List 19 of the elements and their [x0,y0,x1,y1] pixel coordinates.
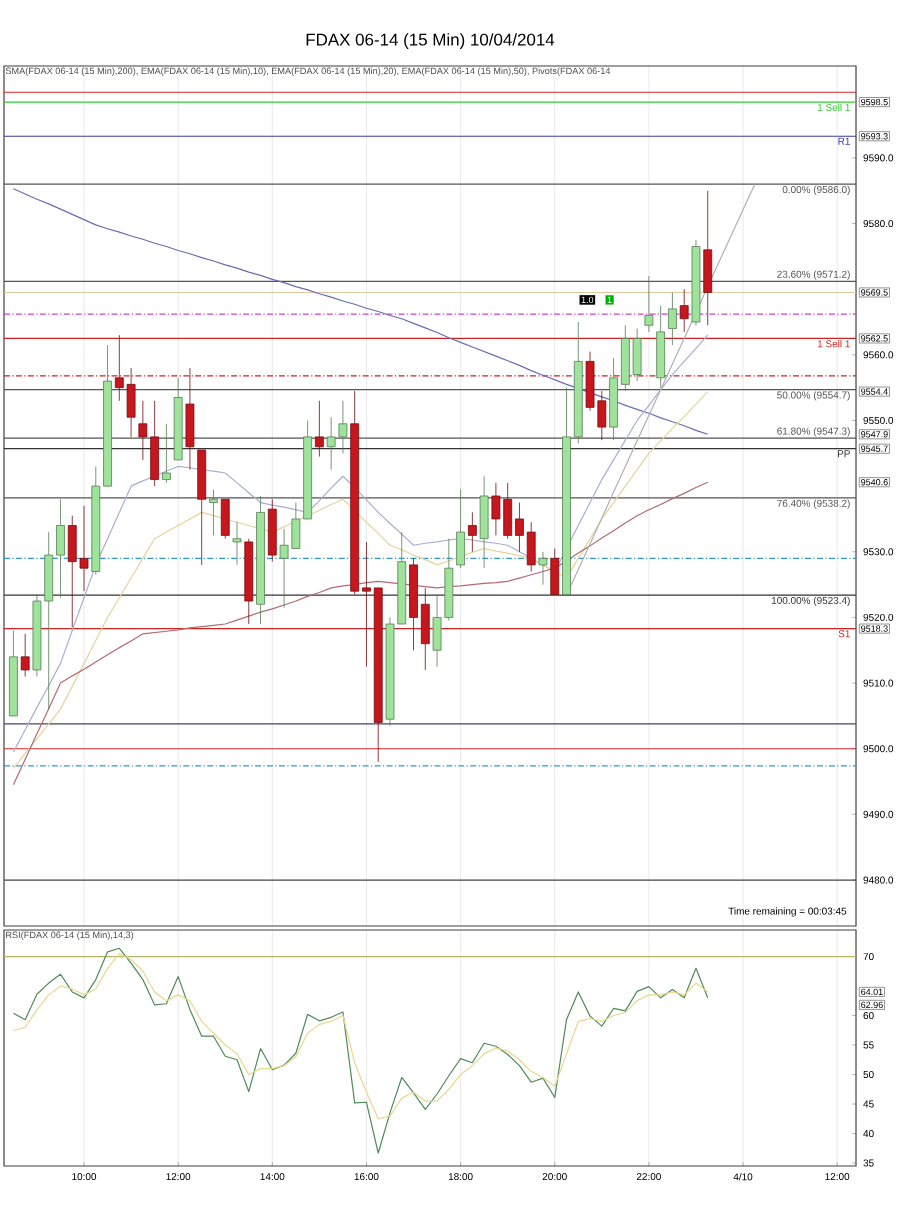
candlestick [232,521,242,566]
candlestick [703,190,713,326]
candlestick [656,305,666,389]
candlestick [20,633,30,677]
candlestick [209,489,218,536]
candlestick [679,288,689,333]
candlestick [668,292,677,346]
candlestick [467,511,477,553]
candlestick [479,475,489,569]
candlestick [538,551,548,586]
candlestick [256,495,265,625]
candlestick [314,400,324,457]
candlestick [644,275,654,333]
candlestick [162,423,171,484]
candlestick [267,498,277,563]
line-series [12,952,709,1120]
chart-title: FDAX 06-14 (15 Min) 10/04/2014 [306,33,555,49]
candlestick [691,239,701,326]
line-series [12,947,709,1154]
